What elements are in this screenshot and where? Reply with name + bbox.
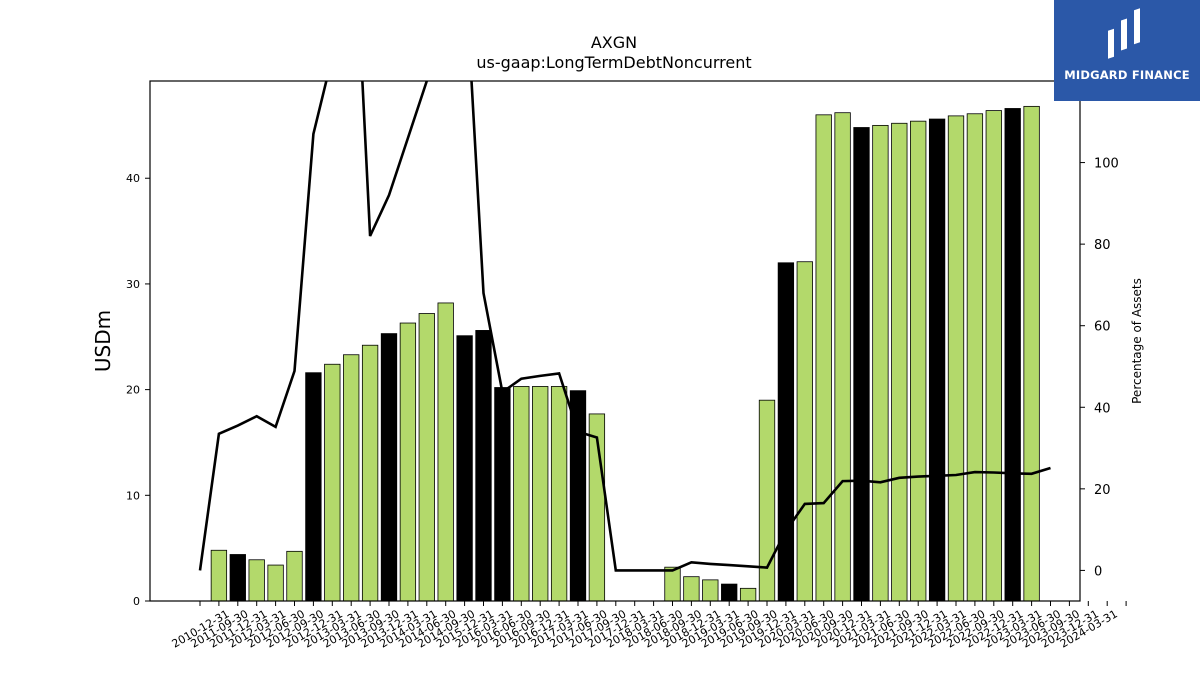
bar [664, 566, 681, 602]
bar [815, 114, 832, 602]
bar [456, 335, 473, 602]
bar [891, 122, 908, 602]
bar [985, 110, 1002, 602]
plot-frame [149, 80, 1081, 602]
bar [702, 579, 719, 602]
logo-mark-icon [1108, 8, 1140, 59]
y-tick-label: 30 [126, 278, 140, 291]
bar [229, 554, 246, 602]
bar [721, 583, 738, 602]
bar [418, 313, 435, 602]
bar [928, 118, 946, 602]
bar [286, 550, 303, 602]
bar [758, 399, 776, 602]
bar [248, 559, 265, 602]
y2-axis-label: Percentage of Assets [1130, 278, 1144, 404]
bar [872, 124, 889, 602]
brand-logo: MIDGARD FINANCE [1054, 0, 1200, 101]
bar [361, 344, 379, 602]
bar [305, 372, 322, 602]
y2-tick-label: 0 [1094, 564, 1102, 579]
bar [853, 127, 870, 602]
bar [777, 262, 795, 602]
bar [966, 113, 984, 602]
bars-group [210, 105, 1040, 602]
bar [796, 261, 813, 602]
series-line [198, 81, 1051, 572]
bar [475, 330, 492, 602]
bar [1004, 108, 1021, 602]
bar [834, 112, 851, 602]
bar [532, 386, 549, 602]
bar [210, 549, 228, 602]
y2-tick-label: 100 [1094, 157, 1119, 172]
y-axis-label: USDm [91, 310, 115, 372]
bar [380, 333, 398, 602]
y-tick-label: 10 [126, 489, 140, 502]
bar [399, 322, 417, 602]
brand-name: MIDGARD FINANCE [1064, 68, 1190, 82]
y2-tick-label: 80 [1094, 238, 1111, 253]
chart-title: AXGN [591, 33, 637, 52]
y-tick-label: 20 [126, 384, 140, 397]
y2-tick-label: 40 [1094, 401, 1111, 416]
bar [1023, 105, 1040, 602]
bar [343, 354, 360, 602]
y2-tick-label: 60 [1094, 320, 1111, 335]
bar [494, 387, 511, 602]
bar [550, 386, 568, 602]
bar [513, 386, 530, 602]
bar [683, 576, 700, 602]
y-tick-label: 0 [133, 595, 140, 608]
bar [739, 587, 757, 602]
bar [947, 115, 965, 602]
chart-subtitle: us-gaap:LongTermDebtNoncurrent [476, 53, 751, 72]
bar [324, 363, 341, 602]
y2-tick-label: 20 [1094, 483, 1111, 498]
bar [910, 120, 927, 602]
bar [569, 390, 587, 602]
y-axis-right: 0 20 40 60 80 100 [1080, 157, 1119, 579]
x-axis: 2010-12-312011-09-302011-12-312012-03-31… [170, 601, 1127, 651]
line-group [198, 81, 1051, 572]
y-tick-label: 40 [126, 172, 140, 185]
bar [437, 302, 454, 602]
y-axis-left: 0 10 20 30 40 [126, 172, 150, 608]
bar [267, 564, 284, 602]
